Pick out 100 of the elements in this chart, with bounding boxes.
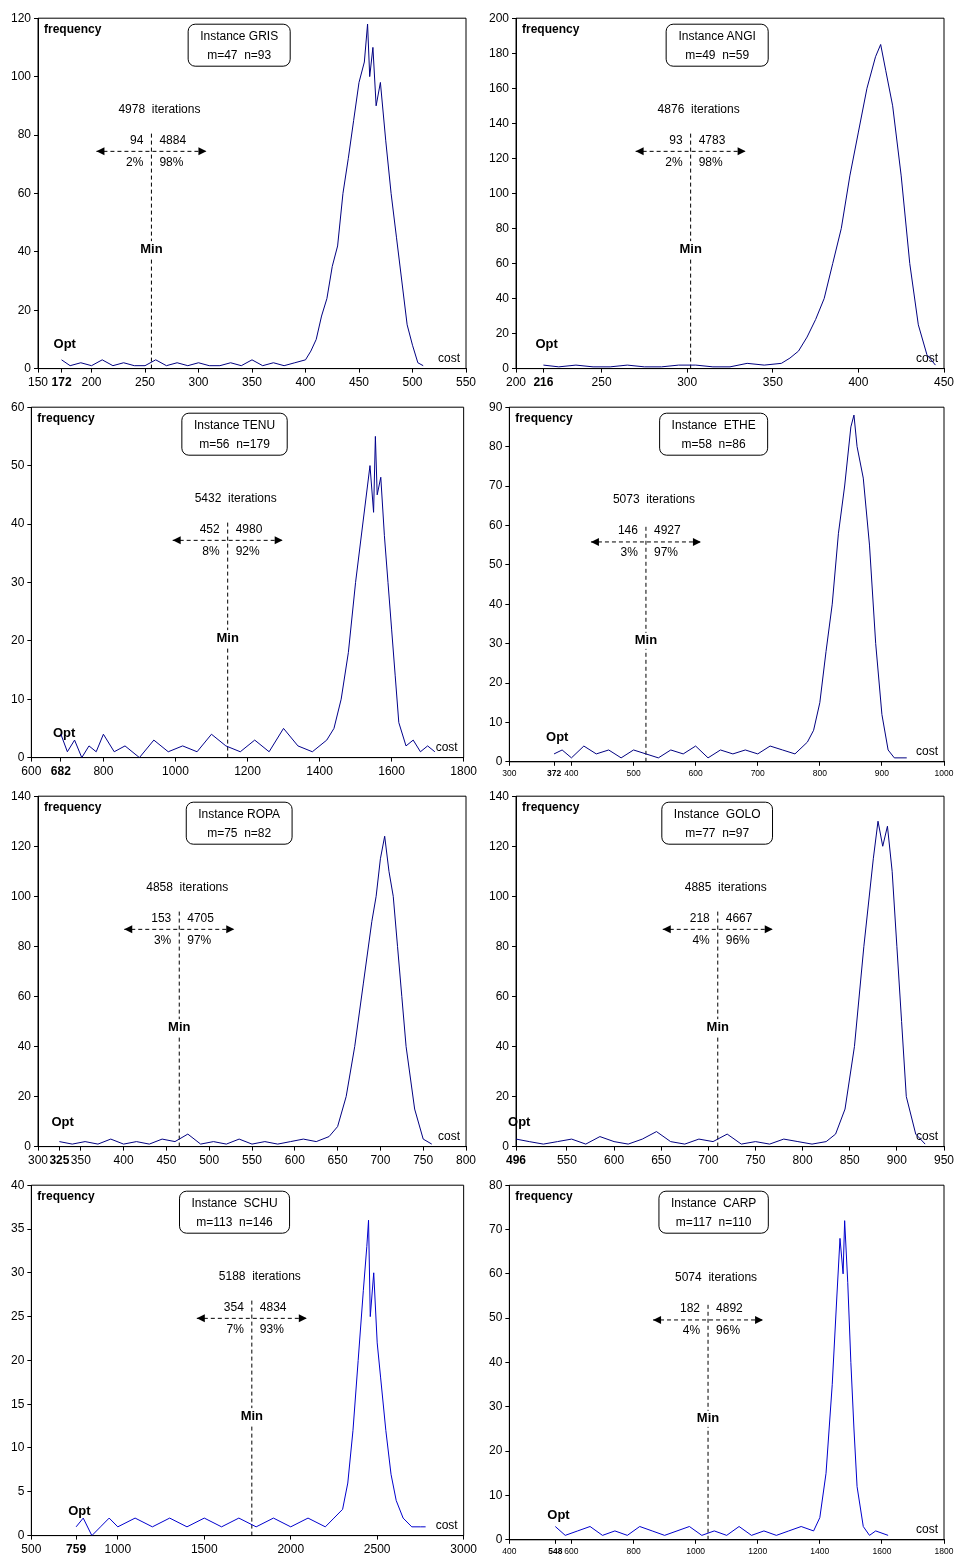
y-tick-label: 60 [488, 1266, 503, 1281]
annotation: 93% [259, 1321, 285, 1336]
annotation: 98% [698, 154, 723, 169]
y-tick-label: 180 [488, 45, 510, 60]
annotation: 92% [235, 543, 261, 558]
annotation: 4885 iterations [684, 879, 767, 894]
x-tick-label: 496 [506, 1153, 527, 1168]
y-tick-label: 40 [10, 516, 25, 531]
y-tick-label: 160 [488, 80, 510, 95]
x-axis-title: cost [915, 1522, 939, 1537]
y-tick-label: 70 [488, 1221, 503, 1236]
x-tick-label: 350 [242, 375, 263, 390]
ref-line-label: Min [634, 632, 658, 648]
y-tick-label: 25 [10, 1308, 25, 1323]
y-tick-label: 90 [488, 399, 503, 414]
y-tick-label: 10 [10, 691, 25, 706]
annotation: 94 [130, 132, 144, 147]
y-tick-label: 35 [10, 1221, 25, 1236]
y-tick-label: 20 [488, 675, 503, 690]
y-tick-label: 60 [495, 988, 510, 1003]
text: m=77 n=97 [685, 825, 750, 840]
y-tick-label: 60 [17, 988, 32, 1003]
text: Instance TENU [193, 417, 276, 432]
text: m=49 n=59 [685, 47, 750, 62]
x-tick-label: 325 [49, 1153, 70, 1168]
x-tick-label: 1400 [810, 1546, 830, 1557]
y-axis-title: frequency [44, 799, 102, 814]
annotation: 4783 [698, 132, 726, 147]
x-tick-label: 400 [113, 1153, 134, 1168]
annotation: 218 [689, 910, 711, 925]
annotation: 5074 iterations [675, 1270, 758, 1285]
ref-line-label: Min [168, 1018, 191, 1034]
x-tick-label: 600 [688, 768, 703, 779]
x-tick-label: 1000 [686, 1546, 706, 1557]
x-tick-label: 3000 [450, 1542, 478, 1557]
x-tick-label: 450 [156, 1153, 177, 1168]
annotation: Opt [52, 724, 76, 740]
x-tick-label: 1200 [234, 764, 262, 779]
x-axis-title: cost [915, 744, 939, 759]
y-axis-title: frequency [522, 21, 580, 36]
y-tick-label: 5 [17, 1484, 25, 1499]
y-tick-label: 0 [17, 1527, 25, 1542]
text: m=117 n=110 [675, 1214, 752, 1229]
y-tick-label: 60 [495, 255, 510, 270]
text: m=56 n=179 [199, 436, 271, 451]
y-tick-label: 140 [10, 788, 32, 803]
y-tick-label: 0 [17, 749, 25, 764]
annotation: Opt [53, 335, 77, 351]
x-tick-label: 2500 [363, 1542, 391, 1557]
x-tick-label: 500 [21, 1542, 42, 1557]
x-tick-label: 2000 [277, 1542, 305, 1557]
y-tick-label: 140 [488, 115, 510, 130]
y-axis-title: frequency [515, 410, 574, 425]
y-tick-label: 120 [488, 150, 510, 165]
y-tick-label: 20 [495, 1088, 510, 1103]
y-tick-label: 50 [488, 1310, 503, 1325]
text: m=58 n=86 [681, 436, 746, 451]
annotation: Opt [547, 1506, 571, 1522]
annotation: 8% [202, 543, 221, 558]
annotation: 354 [223, 1299, 245, 1314]
y-tick-label: 40 [495, 290, 510, 305]
x-tick-label: 1800 [934, 1546, 954, 1557]
x-tick-label: 400 [502, 1546, 517, 1557]
x-tick-label: 1200 [748, 1546, 768, 1557]
text: Instance GOLO [673, 806, 761, 821]
x-tick-label: 950 [933, 1153, 955, 1168]
annotation: 97% [653, 545, 679, 560]
x-tick-label: 400 [848, 375, 869, 390]
text: Instance CARP [670, 1195, 757, 1210]
x-tick-label: 750 [745, 1153, 766, 1168]
x-axis-title: cost [435, 1517, 459, 1532]
text: m=75 n=82 [207, 825, 272, 840]
annotation: Opt [51, 1113, 75, 1129]
x-tick-label: 1000 [104, 1542, 132, 1557]
annotation: 4667 [725, 910, 753, 925]
x-tick-label: 300 [188, 375, 209, 390]
y-tick-label: 40 [10, 1177, 25, 1192]
annotation: 4876 iterations [657, 101, 740, 116]
x-tick-label: 700 [698, 1153, 719, 1168]
annotation: 4978 iterations [118, 101, 201, 116]
text: Instance ANGI [678, 28, 756, 43]
x-tick-label: 400 [564, 768, 579, 779]
annotation: 4705 [187, 910, 215, 925]
y-tick-label: 80 [488, 1177, 503, 1192]
y-tick-label: 50 [488, 557, 503, 572]
annotation: 5073 iterations [612, 492, 695, 507]
y-tick-label: 120 [10, 10, 32, 25]
x-tick-label: 800 [93, 764, 114, 779]
x-tick-label: 850 [839, 1153, 861, 1168]
x-tick-label: 650 [651, 1153, 672, 1168]
y-tick-label: 80 [17, 127, 32, 142]
y-tick-label: 0 [495, 754, 503, 769]
x-tick-label: 800 [812, 768, 828, 779]
annotation: 3% [153, 932, 172, 947]
annotation: 182 [680, 1301, 701, 1316]
y-tick-label: 0 [495, 1532, 503, 1547]
annotation: 4980 [235, 521, 263, 536]
x-tick-label: 250 [135, 375, 156, 390]
y-tick-label: 0 [24, 1138, 32, 1153]
y-tick-label: 40 [17, 244, 32, 259]
